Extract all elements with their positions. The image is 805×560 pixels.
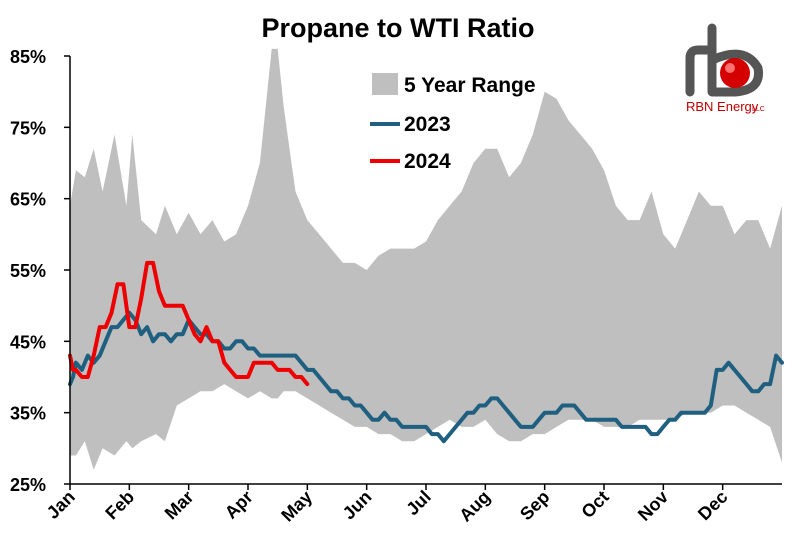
legend-label-range: 5 Year Range <box>404 74 536 97</box>
logo-ball-highlight <box>725 63 735 73</box>
rbn-logo: RBN Energy LLC <box>685 23 765 114</box>
x-ticks: Jan Feb Mar Apr May Jun Jul Aug Sep Oct Nov Dec <box>43 484 731 526</box>
x-tick-label: May <box>277 487 316 526</box>
series-line-2024 <box>68 260 310 387</box>
x-tick-label: Sep <box>516 487 553 524</box>
y-tick-label: 75% <box>10 118 46 138</box>
legend-label-2024: 2024 <box>404 150 451 173</box>
x-tick-label: Oct <box>577 487 612 522</box>
x-tick-label: Aug <box>455 487 494 526</box>
five-year-range <box>70 48 782 470</box>
y-tick-label: 45% <box>10 332 46 352</box>
legend-label-2023: 2023 <box>404 113 451 136</box>
x-tick-label: Mar <box>161 487 198 524</box>
range-band <box>70 48 782 470</box>
x-tick-label: Jan <box>43 487 79 523</box>
y-tick-label: 35% <box>10 404 46 424</box>
x-tick-label: Apr <box>221 487 257 523</box>
y-tick-label: 55% <box>10 261 46 281</box>
logo-rb-glyph <box>685 23 763 97</box>
y-tick-label: 85% <box>10 47 46 67</box>
legend-swatch-range <box>372 73 398 95</box>
logo-suffix: LLC <box>752 106 765 113</box>
legend: 5 Year Range 2023 2024 <box>370 73 536 173</box>
series-group <box>68 260 784 444</box>
x-tick-label: Jul <box>402 487 435 520</box>
y-tick-label: 25% <box>10 475 46 495</box>
series-line-2023 <box>68 310 784 444</box>
x-tick-label: Nov <box>634 487 672 525</box>
y-ticks: 25% 35% 45% 55% 65% 75% 85% <box>10 47 70 495</box>
logo-name: RBN Energy <box>686 99 759 114</box>
chart-title: Propane to WTI Ratio <box>262 13 535 43</box>
logo-red-ball <box>720 58 750 88</box>
x-tick-label: Jun <box>339 487 376 524</box>
x-tick-label: Feb <box>101 487 138 524</box>
y-tick-label: 65% <box>10 190 46 210</box>
x-tick-label: Dec <box>694 487 731 524</box>
